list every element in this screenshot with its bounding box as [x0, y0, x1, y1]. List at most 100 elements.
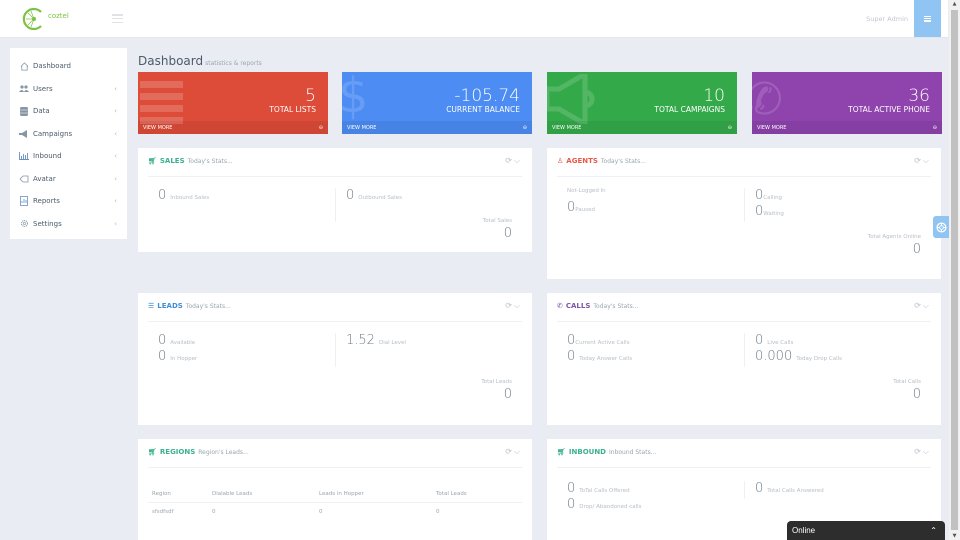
scroll-up-arrow-icon[interactable]: ▲ — [952, 1, 957, 7]
panel-header: ✆ CALLS Today's Stats... ⟳⌵ — [557, 301, 931, 322]
tile-value: 10 — [703, 86, 725, 106]
sidebar: Dashboard Users ‹ Data ‹ Campaigns ‹ Inb… — [10, 48, 127, 239]
refresh-icon[interactable]: ⟳ — [914, 447, 923, 456]
refresh-icon[interactable]: ⟳ — [914, 156, 923, 165]
logo[interactable]: coztel — [22, 7, 69, 31]
support-widget-button[interactable] — [933, 216, 949, 238]
chevron-left-icon: ‹ — [114, 84, 117, 93]
list-icon — [140, 81, 183, 129]
tile-value: 36 — [908, 86, 930, 106]
sidebar-item-label: Reports — [33, 197, 60, 206]
view-more-link[interactable]: VIEW MORE ⊖ — [547, 121, 737, 134]
tile-label: TOTAL CAMPAIGNS — [654, 105, 725, 114]
chat-status-label: Online — [792, 526, 816, 535]
sidebar-item-users[interactable]: Users ‹ — [10, 78, 127, 101]
calls-panel: ✆ CALLS Today's Stats... ⟳⌵ 0 Current Activ… — [547, 293, 941, 425]
online-chat-bar[interactable]: Online ⌃ — [787, 521, 945, 540]
sidebar-item-reports[interactable]: Reports ‹ — [10, 190, 127, 213]
tile-label: TOTAL ACTIVE PHONE — [848, 105, 930, 114]
sidebar-item-inbound[interactable]: Inbound ‹ — [10, 145, 127, 168]
tile-total-campaigns: 10 TOTAL CAMPAIGNS VIEW MORE ⊖ — [547, 72, 737, 134]
user-icon: ♙ — [557, 157, 564, 165]
refresh-icon[interactable]: ⟳ — [505, 447, 514, 456]
offered-label: ToTal Calls Offered — [579, 488, 630, 494]
column-header: Total Leads — [436, 491, 467, 497]
answer-calls-value: 0 — [567, 349, 576, 364]
total-value: 0 — [503, 226, 512, 241]
sidebar-item-dashboard[interactable]: Dashboard — [10, 55, 127, 78]
panel-subtitle: Today's Stats... — [593, 303, 639, 310]
refresh-icon[interactable]: ⟳ — [914, 301, 923, 310]
sidebar-toggle-button[interactable] — [112, 14, 123, 23]
tile-label: TOTAL LISTS — [269, 105, 316, 114]
calls-left-stats: 0 Current Active Calls 0 Today Answer Call… — [567, 333, 744, 367]
chevron-left-icon: ‹ — [114, 152, 117, 161]
chevron-down-icon[interactable]: ⌵ — [922, 447, 931, 456]
refresh-icon[interactable]: ⟳ — [505, 156, 514, 165]
panel-header: 🛒︎ SALES Today's Stats... ⟳⌵ — [148, 156, 522, 177]
total-value: 0 — [912, 387, 921, 402]
dropped-label: Drop/ Abandoned calls — [579, 504, 642, 510]
scrollbar-thumb[interactable] — [951, 10, 958, 530]
database-icon — [19, 106, 29, 116]
hopper-label: In Hopper — [170, 356, 198, 362]
not-logged-label: Not-Logged In — [567, 188, 606, 194]
panel-title: REGIONS — [159, 448, 196, 456]
view-more-link[interactable]: VIEW MORE ⊖ — [752, 121, 942, 134]
tag-icon — [19, 174, 29, 184]
scroll-down-arrow-icon[interactable]: ▼ — [952, 533, 957, 539]
megaphone-icon — [19, 129, 29, 139]
column-header: Region — [152, 491, 171, 497]
sidebar-item-avatar[interactable]: Avatar ‹ — [10, 168, 127, 191]
column-header: Leads in Hopper — [319, 491, 364, 497]
chevron-down-icon[interactable]: ⌵ — [513, 156, 522, 165]
live-calls-label: Live Calls — [767, 340, 794, 346]
regions-table: Region Dialable Leads Leads in Hopper To… — [148, 486, 522, 520]
view-more-link[interactable]: VIEW MORE ⊖ — [138, 121, 328, 134]
table-row: sfsdfsdf 0 0 0 — [148, 503, 522, 520]
chevron-down-icon[interactable]: ⌵ — [922, 301, 931, 310]
right-menu-button[interactable] — [914, 0, 941, 37]
panel-subtitle: Today's Stats... — [185, 303, 231, 310]
calling-value: 0 — [755, 188, 764, 203]
active-calls-value: 0 — [567, 333, 576, 348]
paused-label: Paused — [575, 207, 595, 213]
table-cell: sfsdfsdf — [152, 508, 174, 515]
offered-value: 0 — [567, 481, 576, 496]
lifebuoy-icon — [935, 221, 947, 233]
table-cell: 0 — [212, 508, 216, 515]
chevron-down-icon[interactable]: ⌵ — [922, 156, 931, 165]
chevron-down-icon[interactable]: ⌵ — [513, 447, 522, 456]
view-more-label: VIEW MORE — [143, 124, 173, 131]
sidebar-item-label: Dashboard — [33, 62, 71, 71]
panel-subtitle: Region's Leads... — [198, 449, 249, 456]
page-scrollbar[interactable]: ▲ ▼ — [949, 0, 960, 540]
logo-icon — [22, 7, 42, 31]
tile-value: -105.74 — [454, 86, 520, 106]
answered-value: 0 — [755, 481, 764, 496]
arrow-circle-right-icon: ⊖ — [932, 124, 937, 131]
gear-icon — [19, 219, 29, 229]
paused-value: 0 — [567, 200, 576, 215]
tile-total-lists: 5 TOTAL LISTS VIEW MORE ⊖ — [138, 72, 328, 134]
panel-header: ☰ LEADS Today's Stats... ⟳⌵ — [148, 301, 522, 322]
cart-icon: 🛒︎ — [148, 448, 157, 456]
chevron-down-icon[interactable]: ⌵ — [513, 301, 522, 310]
panel-subtitle: Inbound Stats... — [609, 449, 657, 456]
chevron-left-icon: ‹ — [114, 197, 117, 206]
total-agents-online: Total Agents Online 0 — [868, 234, 921, 257]
leads-left-stats: 0 Available 0 In Hopper — [158, 333, 335, 367]
view-more-label: VIEW MORE — [347, 124, 377, 131]
sidebar-item-campaigns[interactable]: Campaigns ‹ — [10, 123, 127, 146]
available-label: Available — [170, 340, 196, 346]
user-name[interactable]: Super Admin — [866, 15, 908, 23]
sidebar-item-label: Users — [33, 84, 53, 93]
chevron-up-icon[interactable]: ⌃ — [930, 526, 937, 535]
refresh-icon[interactable]: ⟳ — [505, 301, 514, 310]
total-label: Total Sales — [482, 218, 512, 224]
sidebar-item-data[interactable]: Data ‹ — [10, 100, 127, 123]
stat-value: 0 — [346, 188, 355, 203]
sidebar-item-settings[interactable]: Settings ‹ — [10, 213, 127, 236]
sidebar-item-label: Campaigns — [33, 129, 73, 138]
view-more-link[interactable]: VIEW MORE ⊖ — [342, 121, 532, 134]
